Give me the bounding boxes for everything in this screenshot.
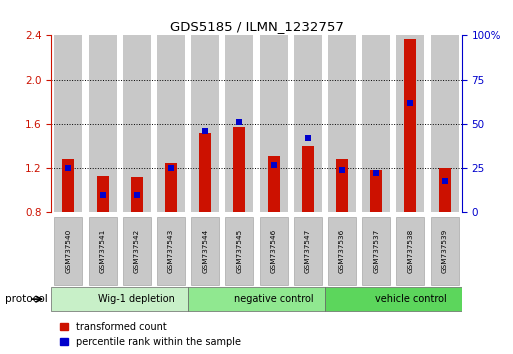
FancyBboxPatch shape: [430, 217, 459, 285]
Bar: [430, 35, 459, 212]
Bar: [302, 146, 314, 212]
Text: GSM737545: GSM737545: [236, 229, 243, 273]
Text: GSM737541: GSM737541: [100, 229, 106, 273]
Bar: [268, 156, 280, 212]
Bar: [233, 127, 245, 212]
Text: vehicle control: vehicle control: [374, 294, 446, 304]
Bar: [225, 35, 253, 212]
Legend: transformed count, percentile rank within the sample: transformed count, percentile rank withi…: [56, 318, 245, 351]
FancyBboxPatch shape: [54, 217, 83, 285]
Bar: [294, 35, 322, 212]
Text: negative control: negative control: [234, 294, 313, 304]
Text: GSM737542: GSM737542: [134, 229, 140, 273]
Text: GSM737539: GSM737539: [442, 229, 448, 273]
Text: GSM737537: GSM737537: [373, 229, 379, 273]
Text: GSM737538: GSM737538: [407, 229, 413, 273]
Text: protocol: protocol: [5, 294, 48, 304]
Text: GSM737547: GSM737547: [305, 229, 311, 273]
Bar: [439, 168, 450, 212]
Bar: [157, 35, 185, 212]
Bar: [54, 35, 83, 212]
Text: Wig-1 depletion: Wig-1 depletion: [98, 294, 175, 304]
FancyBboxPatch shape: [89, 217, 116, 285]
Bar: [404, 39, 417, 212]
FancyBboxPatch shape: [123, 217, 151, 285]
Title: GDS5185 / ILMN_1232757: GDS5185 / ILMN_1232757: [170, 20, 343, 33]
Bar: [362, 35, 390, 212]
FancyBboxPatch shape: [157, 217, 185, 285]
Text: GSM737544: GSM737544: [202, 229, 208, 273]
FancyBboxPatch shape: [325, 287, 462, 311]
FancyBboxPatch shape: [225, 217, 253, 285]
Text: GSM737543: GSM737543: [168, 229, 174, 273]
Bar: [96, 176, 109, 212]
Bar: [260, 35, 288, 212]
Bar: [370, 170, 382, 212]
FancyBboxPatch shape: [362, 217, 390, 285]
FancyBboxPatch shape: [397, 217, 424, 285]
Bar: [336, 159, 348, 212]
Bar: [131, 177, 143, 212]
FancyBboxPatch shape: [188, 287, 325, 311]
FancyBboxPatch shape: [51, 287, 188, 311]
Bar: [63, 159, 74, 212]
Bar: [199, 133, 211, 212]
Text: GSM737536: GSM737536: [339, 229, 345, 273]
FancyBboxPatch shape: [294, 217, 322, 285]
FancyBboxPatch shape: [191, 217, 219, 285]
Bar: [89, 35, 116, 212]
Text: GSM737540: GSM737540: [65, 229, 71, 273]
Bar: [397, 35, 424, 212]
FancyBboxPatch shape: [260, 217, 288, 285]
Bar: [123, 35, 151, 212]
Bar: [165, 162, 177, 212]
Bar: [328, 35, 356, 212]
FancyBboxPatch shape: [328, 217, 356, 285]
Bar: [191, 35, 219, 212]
Text: GSM737546: GSM737546: [270, 229, 277, 273]
